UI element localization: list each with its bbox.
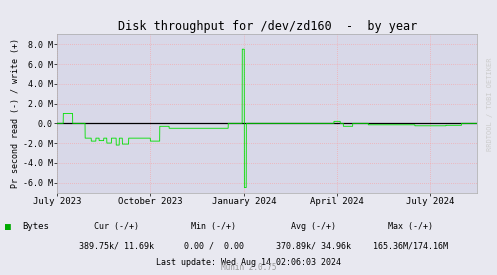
Text: Munin 2.0.75: Munin 2.0.75: [221, 263, 276, 272]
Text: Cur (-/+): Cur (-/+): [94, 222, 139, 231]
Text: 389.75k/ 11.69k: 389.75k/ 11.69k: [80, 242, 154, 251]
Text: Last update: Wed Aug 14 02:06:03 2024: Last update: Wed Aug 14 02:06:03 2024: [156, 258, 341, 267]
Y-axis label: Pr second read (-) / write (+): Pr second read (-) / write (+): [11, 39, 20, 188]
Text: Bytes: Bytes: [22, 222, 49, 231]
Text: 0.00 /  0.00: 0.00 / 0.00: [184, 242, 244, 251]
Text: 165.36M/174.16M: 165.36M/174.16M: [373, 242, 447, 251]
Text: RRDTOOL / TOBI OETIKER: RRDTOOL / TOBI OETIKER: [487, 58, 493, 151]
Title: Disk throughput for /dev/zd160  -  by year: Disk throughput for /dev/zd160 - by year: [117, 20, 417, 33]
Text: Max (-/+): Max (-/+): [388, 222, 432, 231]
Text: Min (-/+): Min (-/+): [191, 222, 236, 231]
Text: ■: ■: [5, 222, 11, 232]
Text: Avg (-/+): Avg (-/+): [291, 222, 335, 231]
Text: 370.89k/ 34.96k: 370.89k/ 34.96k: [276, 242, 350, 251]
